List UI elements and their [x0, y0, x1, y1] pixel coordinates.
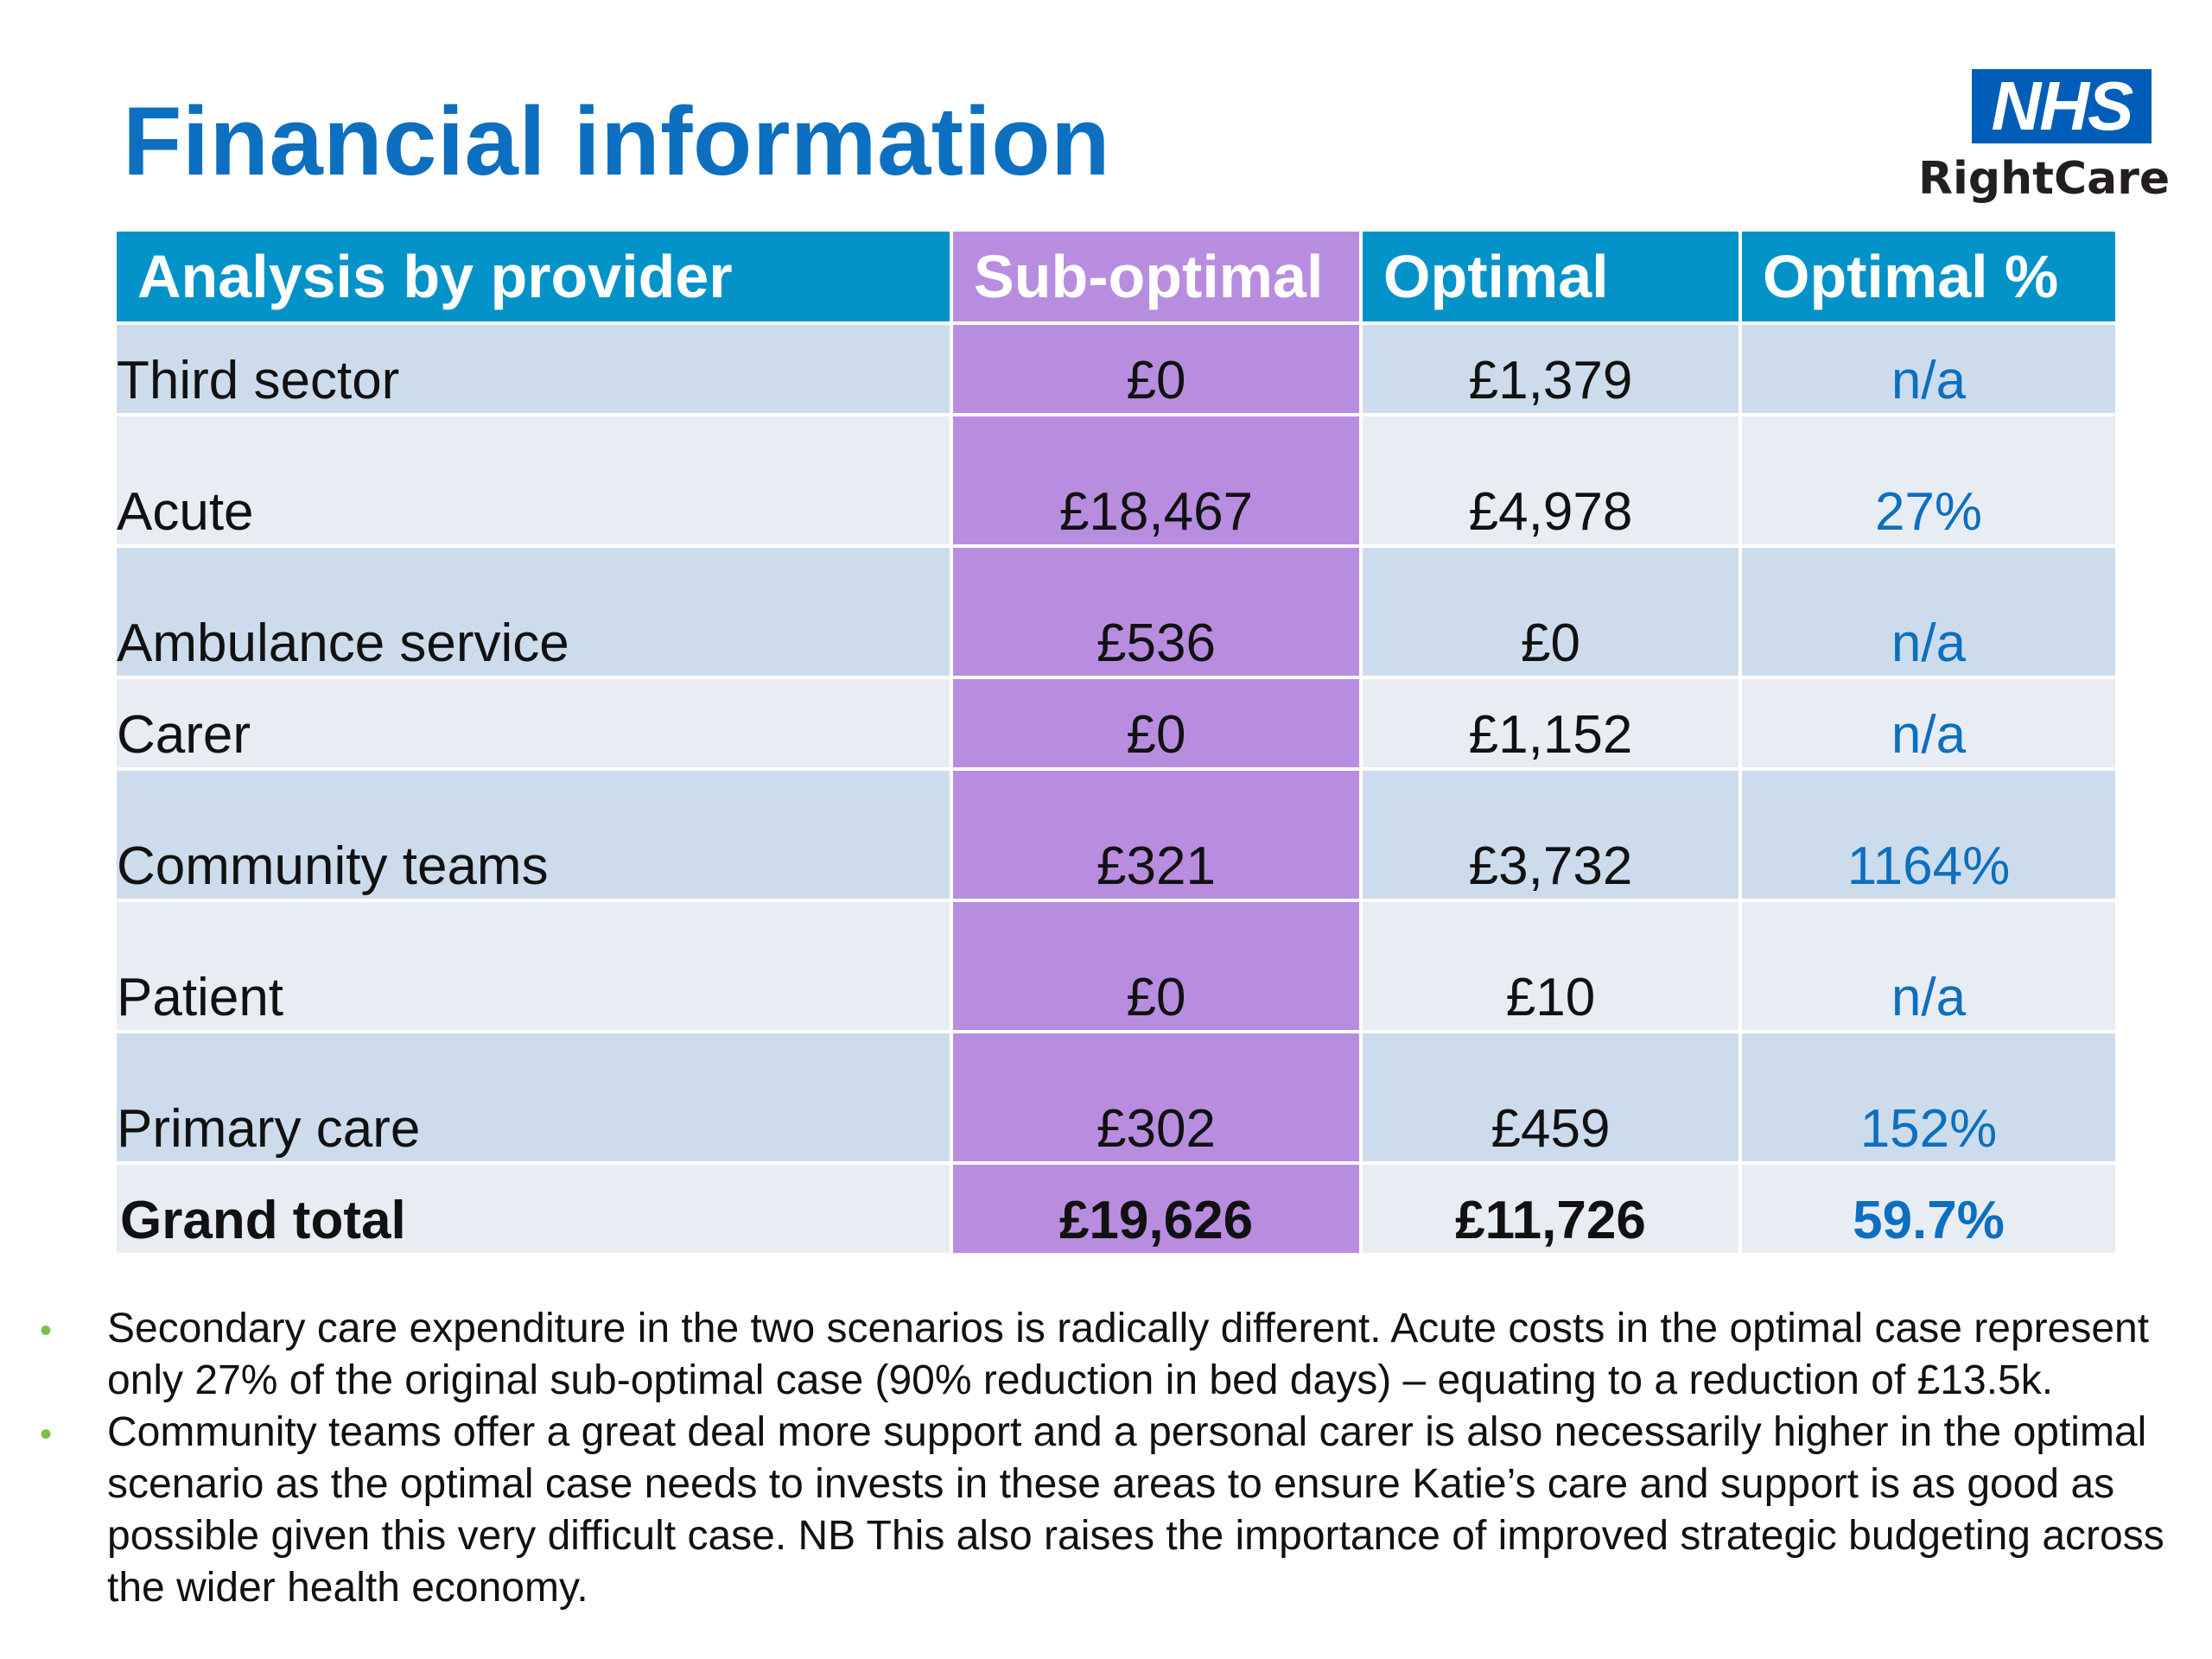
- row-optimal: £459: [1363, 1033, 1738, 1161]
- row-label: Third sector: [117, 325, 950, 413]
- header-sub-optimal: Sub-optimal: [953, 232, 1359, 321]
- row-sub-optimal: £18,467: [953, 416, 1359, 544]
- row-label: Acute: [117, 416, 950, 544]
- nhs-rightcare-logo: NHS RightCare: [1918, 69, 2177, 216]
- row-label: Primary care: [117, 1033, 950, 1161]
- row-sub-optimal: £0: [953, 679, 1359, 767]
- row-optimal-pct: n/a: [1742, 548, 2115, 676]
- row-optimal: £0: [1363, 548, 1738, 676]
- nhs-logo-box: NHS: [1972, 69, 2152, 143]
- notes-list: • Secondary care expenditure in the two …: [35, 1303, 2195, 1614]
- table-header-row: Analysis by provider Sub-optimal Optimal…: [117, 232, 2115, 321]
- rightcare-label: RightCare: [1918, 153, 2171, 205]
- table-row: Ambulance service £536 £0 n/a: [117, 548, 2115, 676]
- row-optimal-pct: n/a: [1742, 325, 2115, 413]
- header-optimal: Optimal: [1363, 232, 1738, 321]
- row-optimal-pct: n/a: [1742, 902, 2115, 1030]
- page-title: Financial information: [123, 87, 1111, 195]
- row-sub-optimal: £0: [953, 902, 1359, 1030]
- row-optimal-pct: n/a: [1742, 679, 2115, 767]
- note-item: • Community teams offer a great deal mor…: [35, 1407, 2195, 1614]
- bullet-icon: •: [40, 1312, 53, 1350]
- header-provider: Analysis by provider: [117, 232, 950, 321]
- row-optimal: £10: [1363, 902, 1738, 1030]
- row-label: Carer: [117, 679, 950, 767]
- note-text: Secondary care expenditure in the two sc…: [107, 1306, 2150, 1403]
- row-optimal-pct: 152%: [1742, 1033, 2115, 1161]
- note-item: • Secondary care expenditure in the two …: [35, 1303, 2195, 1407]
- row-optimal: £3,732: [1363, 771, 1738, 899]
- row-label: Ambulance service: [117, 548, 950, 676]
- row-sub-optimal: £536: [953, 548, 1359, 676]
- table-row: Community teams £321 £3,732 1164%: [117, 771, 2115, 899]
- row-sub-optimal: £302: [953, 1033, 1359, 1161]
- bullet-icon: •: [40, 1415, 53, 1453]
- row-optimal-pct: 27%: [1742, 416, 2115, 544]
- note-text: Community teams offer a great deal more …: [107, 1409, 2164, 1611]
- total-sub-optimal: £19,626: [953, 1165, 1359, 1253]
- row-optimal: £4,978: [1363, 416, 1738, 544]
- row-optimal: £1,152: [1363, 679, 1738, 767]
- row-label: Patient: [117, 902, 950, 1030]
- grand-total-row: Grand total £19,626 £11,726 59.7%: [117, 1165, 2115, 1253]
- row-label: Community teams: [117, 771, 950, 899]
- total-optimal: £11,726: [1363, 1165, 1738, 1253]
- row-optimal-pct: 1164%: [1742, 771, 2115, 899]
- row-sub-optimal: £321: [953, 771, 1359, 899]
- table-row: Acute £18,467 £4,978 27%: [117, 416, 2115, 544]
- total-label: Grand total: [117, 1165, 950, 1253]
- row-sub-optimal: £0: [953, 325, 1359, 413]
- table-row: Third sector £0 £1,379 n/a: [117, 325, 2115, 413]
- financial-table: Analysis by provider Sub-optimal Optimal…: [113, 228, 2119, 1256]
- row-optimal: £1,379: [1363, 325, 1738, 413]
- table-row: Patient £0 £10 n/a: [117, 902, 2115, 1030]
- header-optimal-pct: Optimal %: [1742, 232, 2115, 321]
- table-row: Primary care £302 £459 152%: [117, 1033, 2115, 1161]
- table-row: Carer £0 £1,152 n/a: [117, 679, 2115, 767]
- total-optimal-pct: 59.7%: [1742, 1165, 2115, 1253]
